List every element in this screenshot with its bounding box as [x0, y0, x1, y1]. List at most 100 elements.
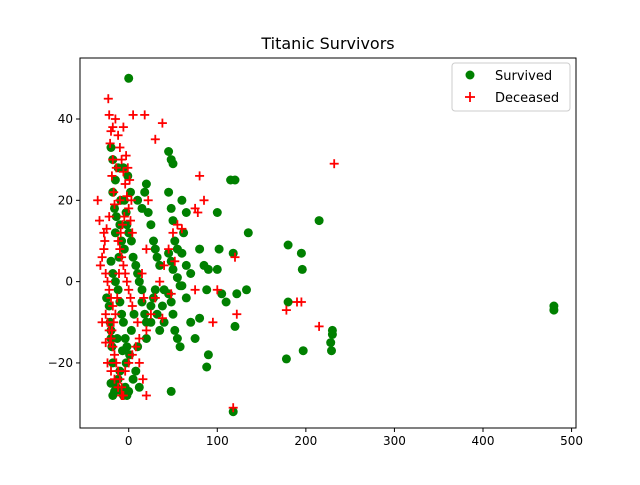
deceased-point — [164, 244, 174, 254]
deceased-point — [228, 403, 238, 413]
deceased-point — [123, 163, 133, 173]
survived-point — [128, 374, 138, 384]
survived-point — [134, 277, 144, 287]
survived-point — [326, 338, 336, 348]
legend-deceased-label: Deceased — [495, 91, 559, 106]
deceased-point — [107, 171, 117, 181]
survived-point — [217, 289, 227, 299]
axes-frame — [79, 57, 577, 429]
deceased-point — [95, 260, 105, 270]
deceased-point — [141, 244, 151, 254]
data-points — [93, 73, 559, 417]
deceased-point — [101, 309, 111, 319]
survived-point — [242, 285, 251, 295]
deceased-point — [104, 110, 114, 120]
x-tick-label: 300 — [383, 434, 406, 448]
survived-point — [230, 175, 240, 185]
deceased-point — [110, 309, 120, 319]
deceased-point — [100, 236, 110, 246]
deceased-point — [141, 391, 151, 400]
survived-point — [172, 334, 182, 343]
deceased-point — [122, 277, 132, 287]
legend-survived-label: Survived — [495, 69, 552, 84]
deceased-point — [168, 228, 178, 238]
deceased-point — [131, 342, 141, 352]
survived-point — [195, 244, 205, 254]
deceased-point — [128, 110, 138, 120]
deceased-point — [108, 122, 118, 132]
legend: Survived Deceased — [451, 62, 571, 112]
deceased-point — [101, 269, 111, 278]
deceased-point — [177, 224, 187, 234]
survived-point — [283, 240, 293, 250]
survived-point — [150, 244, 160, 254]
survived-point — [298, 346, 308, 356]
survived-point — [195, 313, 205, 323]
survived-point — [190, 334, 200, 343]
deceased-point — [115, 195, 125, 205]
survived-point — [214, 244, 224, 254]
deceased-point — [126, 216, 135, 226]
deceased-point — [281, 305, 291, 315]
deceased-point — [232, 309, 242, 319]
deceased-point — [108, 301, 118, 311]
legend-deceased-marker — [465, 92, 475, 102]
survived-point — [212, 208, 222, 217]
deceased-point — [296, 297, 306, 307]
y-tick-label: 20 — [58, 193, 73, 207]
x-tick-label: 400 — [472, 434, 495, 448]
deceased-point — [139, 293, 149, 303]
deceased-point — [159, 260, 169, 270]
deceased-point — [314, 321, 324, 331]
deceased-point — [115, 244, 125, 254]
survived-point — [137, 285, 147, 295]
survived-point — [118, 346, 127, 356]
deceased-point — [113, 130, 123, 140]
deceased-point — [157, 313, 167, 323]
deceased-point — [117, 155, 127, 165]
survived-point — [146, 220, 156, 230]
deceased-point — [133, 317, 143, 327]
deceased-point — [166, 289, 176, 299]
deceased-point — [190, 285, 200, 295]
survived-point — [157, 301, 167, 311]
survived-point — [181, 293, 191, 303]
deceased-point — [103, 94, 113, 104]
deceased-point — [117, 252, 127, 262]
survived-point — [203, 350, 213, 360]
survived-point — [232, 289, 242, 299]
survived-point — [166, 203, 176, 213]
deceased-point — [118, 220, 127, 230]
deceased-point — [113, 382, 123, 392]
deceased-point — [113, 236, 123, 246]
deceased-point — [193, 208, 203, 217]
survived-point — [112, 334, 122, 343]
y-tick-label: 0 — [65, 275, 73, 289]
survived-point — [141, 334, 151, 343]
survived-point — [131, 366, 141, 376]
deceased-point — [118, 167, 128, 177]
survived-point — [186, 317, 196, 327]
survived-point — [113, 285, 123, 295]
survived-point — [221, 297, 231, 307]
survived-point — [140, 187, 150, 197]
deceased-point — [116, 228, 126, 238]
survived-point — [296, 248, 306, 258]
deceased-point — [127, 228, 137, 238]
deceased-point — [111, 163, 121, 173]
survived-point — [128, 252, 138, 262]
survived-point — [297, 264, 307, 274]
deceased-point — [108, 155, 118, 165]
deceased-point — [95, 216, 104, 226]
survived-point — [124, 386, 134, 396]
y-tick-label: −20 — [48, 356, 73, 370]
deceased-point — [104, 212, 114, 222]
deceased-point — [124, 285, 134, 295]
legend-survived-marker — [465, 70, 475, 80]
survived-point — [110, 228, 120, 238]
survived-point — [126, 236, 136, 246]
deceased-point — [122, 191, 132, 201]
deceased-point — [155, 277, 165, 287]
survived-point — [117, 309, 127, 319]
